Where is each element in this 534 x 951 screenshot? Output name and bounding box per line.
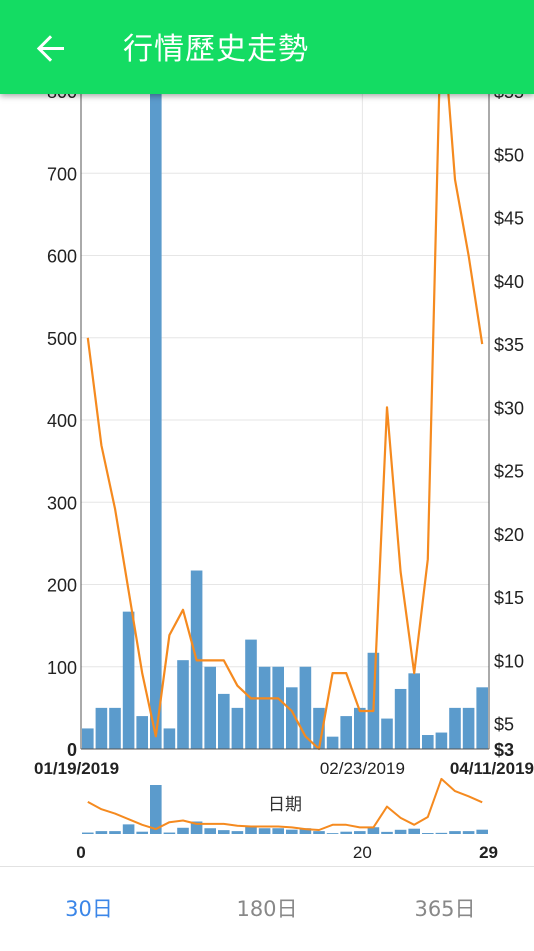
arrow-back-icon [36,35,64,62]
volume-bar [449,707,461,749]
volume-bar [204,666,216,749]
navigator-bar [218,830,230,834]
navigator-bar [177,827,189,834]
y-right-tick-label: $25 [494,462,524,482]
navigator-bar [367,827,380,834]
navigator-bar [109,831,121,834]
volume-bar [231,707,244,749]
y-right-tick-label: $35 [494,335,524,355]
price-line [86,1,484,751]
volume-bar [122,611,135,749]
volume-bar [218,693,230,749]
navigator-bar [95,831,108,834]
y-right-tick-label: $15 [494,588,524,608]
navigator-bar [476,829,488,834]
navigator-bar [82,832,94,834]
navigator-bar [462,831,475,834]
x-tick-label: 04/11/2019 [450,759,534,778]
y-right-tick-label: $20 [494,525,524,545]
navigator-bar [435,832,448,834]
y-left-tick-label: 700 [47,164,77,184]
navigator-x-tick: 0 [76,843,85,862]
period-tabs: 30日 180日 365日 [0,866,534,951]
navigator-bar [204,828,216,834]
volume-bar [340,716,352,749]
navigator-bar [258,828,271,834]
volume-bar [150,71,162,749]
volume-bar [381,718,393,749]
y-right-tick-label: $50 [494,145,524,165]
volume-bar [286,687,298,749]
navigator-bar [326,833,339,834]
volume-bar [435,732,448,749]
navigator-bar [286,829,298,834]
y-right-tick-label: $40 [494,272,524,292]
x-tick-label: 01/19/2019 [34,759,119,778]
navigator-bar [136,831,148,834]
navigator-line [87,777,483,831]
tab-365-days[interactable]: 365日 [414,897,476,921]
x-tick-label: 02/23/2019 [320,759,405,778]
app-bar: 行情歷史走勢 [0,0,534,94]
y-left-tick-label: 0 [67,740,77,760]
volume-bar [354,707,366,749]
y-right-tick-label: $45 [494,209,524,229]
navigator-bar [449,831,461,834]
navigator-bar [122,824,135,834]
y-right-tick-label: $5 [494,715,514,735]
volume-bar [299,666,312,749]
volume-bar [245,639,257,749]
tab-180-days[interactable]: 180日 [236,897,298,921]
volume-bar [394,688,407,749]
volume-bar [95,707,108,749]
navigator-bar [150,785,162,834]
volume-bar [422,735,434,749]
volume-bar [177,660,189,749]
volume-bar [476,687,488,749]
volume-bar [109,707,121,749]
volume-bar [326,736,339,749]
navigator-x-tick: 20 [353,843,372,862]
back-button[interactable] [26,24,74,72]
page-title: 行情歷史走勢 [123,32,309,67]
y-left-tick-label: 600 [47,247,77,267]
chart-area[interactable]: 0100200300400500600700800$3$5$10$15$20$2… [0,0,534,866]
navigator-bar [381,831,393,834]
navigator-bar [340,831,352,834]
navigator-bar [313,831,325,834]
navigator-bar [163,832,176,834]
y-left-tick-label: 400 [47,411,77,431]
volume-bar [163,728,176,749]
y-right-tick-label: $3 [494,740,514,760]
navigator-x-label: 日期 [268,795,302,815]
main-chart[interactable]: 0100200300400500600700800$3$5$10$15$20$2… [0,0,534,866]
volume-bar [258,666,271,749]
navigator-bar [422,833,434,834]
navigator-bar [190,821,203,834]
volume-bar [272,666,284,749]
y-left-tick-label: 500 [47,329,77,349]
navigator-bar [394,829,407,834]
volume-bar [313,707,325,749]
volume-bar [408,673,420,749]
navigator-bar [299,828,312,834]
y-left-tick-label: 300 [47,493,77,513]
navigator-bar [231,831,244,834]
navigator-bar [354,831,366,834]
y-right-tick-label: $10 [494,651,524,671]
volume-bar [462,707,475,749]
navigator-bar [272,828,284,834]
y-left-tick-label: 100 [47,658,77,678]
tab-30-days[interactable]: 30日 [65,897,113,921]
navigator-bar [408,828,420,834]
y-left-tick-label: 200 [47,576,77,596]
navigator-bar [245,826,257,834]
navigator-x-tick: 29 [479,843,498,862]
volume-bar [82,728,94,749]
volume-bar [136,716,148,749]
y-right-tick-label: $30 [494,398,524,418]
